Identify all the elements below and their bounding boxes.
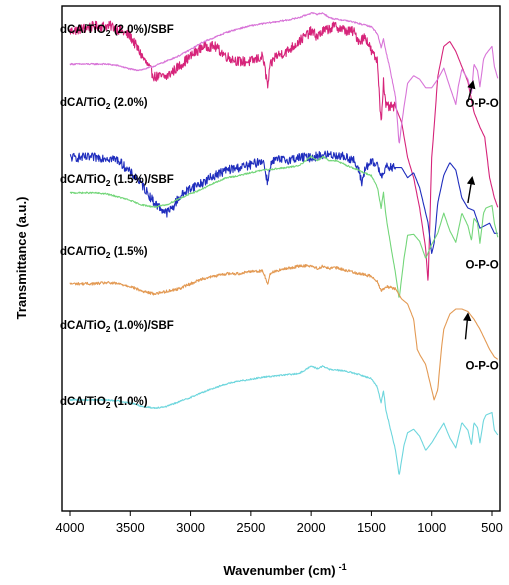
annotation-arrow-2	[466, 176, 476, 204]
x-tick-label: 4000	[56, 520, 85, 535]
series-label-3: dCA/TiO2 (1.5%)/SBF	[60, 174, 174, 188]
series-label-base: dCA/TiO	[60, 396, 106, 408]
spectra-layer	[69, 12, 499, 475]
annotation-label-3: O-P-O	[465, 361, 498, 373]
spectrum-line-5	[69, 264, 499, 401]
series-label-6: dCA/TiO2 (1.0%)	[60, 396, 148, 410]
series-label-subscript: 2	[106, 101, 111, 111]
spectrum-line-3	[69, 150, 498, 254]
series-label-5: dCA/TiO2 (1.0%)/SBF	[60, 320, 174, 334]
annotations-layer: O-P-O O-P-O O-P-O	[463, 80, 499, 373]
x-tick-label: 3000	[176, 520, 205, 535]
x-axis-title-superscript: -1	[339, 562, 347, 572]
x-tick-label: 2500	[236, 520, 265, 535]
x-axis-ticks: 4000 3500 3000 2500 2000 1500 1000 500	[56, 511, 503, 535]
annotation-arrow-3	[463, 312, 472, 340]
series-label-rest: (1.5%)/SBF	[111, 174, 174, 186]
series-label-rest: (1.0%)	[111, 396, 148, 408]
series-label-subscript: 2	[106, 400, 111, 410]
series-label-subscript: 2	[106, 178, 111, 188]
spectrum-line-6	[69, 365, 499, 475]
series-label-4: dCA/TiO2 (1.5%)	[60, 246, 148, 260]
series-label-subscript: 2	[106, 28, 111, 38]
series-label-base: dCA/TiO	[60, 246, 106, 258]
x-tick-label: 3500	[116, 520, 145, 535]
annotation-arrow-1	[467, 80, 476, 103]
series-label-1: dCA/TiO2 (2.0%)/SBF	[60, 24, 174, 38]
series-label-rest: (2.0%)	[111, 97, 148, 109]
series-label-base: dCA/TiO	[60, 97, 106, 109]
series-label-subscript: 2	[106, 324, 111, 334]
x-tick-label: 2000	[297, 520, 326, 535]
series-label-base: dCA/TiO	[60, 320, 106, 332]
spectrum-line-4	[69, 155, 499, 298]
series-label-rest: (2.0%)/SBF	[111, 24, 174, 36]
series-label-rest: (1.5%)	[111, 246, 148, 258]
x-axis-title: Wavenumber (cm) -1	[223, 562, 346, 578]
spectrum-line-2	[69, 12, 499, 144]
x-tick-label: 500	[481, 520, 503, 535]
series-label-rest: (1.0%)/SBF	[111, 320, 174, 332]
annotation-label-2: O-P-O	[465, 260, 498, 272]
plot-frame	[61, 5, 501, 512]
series-label-2: dCA/TiO2 (2.0%)	[60, 97, 148, 111]
x-axis-title-text: Wavenumber (cm)	[223, 563, 335, 578]
y-axis-title: Transmittance (a.u.)	[14, 197, 29, 320]
annotation-label-1: O-P-O	[465, 98, 498, 110]
x-tick-label: 1500	[357, 520, 386, 535]
x-tick-label: 1000	[417, 520, 446, 535]
spectrum-line-1	[69, 20, 499, 281]
series-label-subscript: 2	[106, 250, 111, 260]
series-label-base: dCA/TiO	[60, 24, 106, 36]
series-label-base: dCA/TiO	[60, 174, 106, 186]
